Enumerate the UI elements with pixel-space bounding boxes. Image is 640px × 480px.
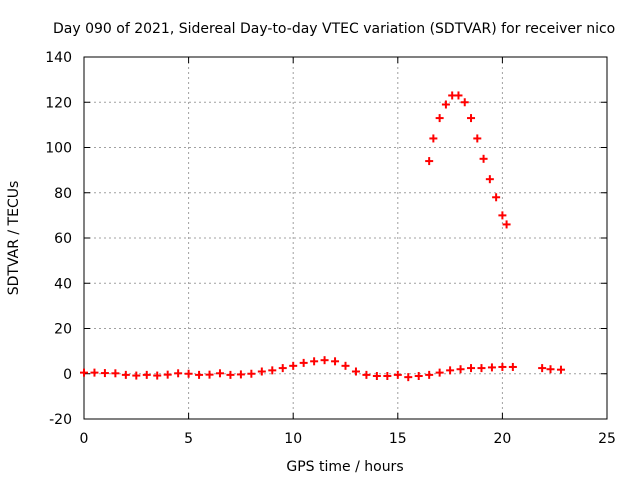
y-tick-label: 20 [54, 322, 72, 338]
data-point [226, 370, 235, 379]
data-point [205, 370, 214, 379]
data-point [163, 370, 172, 379]
data-point [195, 370, 204, 379]
y-tick-label: -20 [49, 412, 72, 428]
data-point [383, 372, 392, 381]
y-tick-label: 80 [54, 186, 72, 202]
data-point [492, 193, 501, 202]
data-point [546, 365, 555, 374]
data-point [393, 370, 402, 379]
data-point [278, 364, 287, 373]
data-point [331, 357, 340, 366]
chart-title: Day 090 of 2021, Sidereal Day-to-day VTE… [53, 21, 615, 37]
data-point [435, 114, 444, 123]
data-point [456, 365, 465, 374]
data-point [479, 154, 488, 163]
data-point [498, 362, 507, 371]
plot-frame [83, 56, 608, 420]
data-point [100, 369, 109, 378]
data-point [467, 114, 476, 123]
data-point [362, 370, 371, 379]
data-point [414, 372, 423, 381]
data-point [90, 368, 99, 377]
data-point [236, 370, 245, 379]
data-point [556, 365, 565, 374]
x-tick-label: 0 [80, 431, 89, 447]
data-point [351, 367, 360, 376]
x-tick-label: 15 [389, 431, 407, 447]
data-point [215, 369, 224, 378]
data-point [473, 134, 482, 143]
series-1 [425, 91, 511, 229]
data-point [153, 371, 162, 380]
data-point [174, 369, 183, 378]
data-point [80, 368, 88, 377]
x-tick-label: 20 [493, 431, 511, 447]
data-point [477, 364, 486, 373]
data-point [132, 371, 141, 380]
data-point [121, 370, 130, 379]
grid-lines [84, 57, 607, 419]
data-point [289, 361, 298, 370]
data-point [372, 372, 381, 381]
data-point [257, 367, 266, 376]
data-point [460, 98, 469, 107]
series-0 [80, 356, 565, 382]
y-tick-label: 100 [45, 141, 72, 157]
data-point [435, 368, 444, 377]
data-point [320, 356, 329, 365]
x-axis-label: GPS time / hours [286, 459, 403, 475]
tick-labels: 0 5 10 15 20 25 -20 0 20 40 60 80 100 120 140 [45, 50, 616, 447]
data-point [502, 220, 511, 229]
data-point [538, 364, 547, 373]
data-point [247, 369, 256, 378]
data-series [80, 91, 565, 382]
y-tick-label: 0 [63, 367, 72, 383]
data-point [111, 369, 120, 378]
y-tick-label: 140 [45, 50, 72, 66]
data-point [404, 373, 413, 382]
x-tick-label: 5 [184, 431, 193, 447]
y-tick-label: 40 [54, 276, 72, 292]
data-point [498, 211, 507, 220]
data-point [429, 134, 438, 143]
y-tick-label: 60 [54, 231, 72, 247]
y-tick-label: 120 [45, 95, 72, 111]
data-point [485, 175, 494, 184]
data-point [487, 363, 496, 372]
data-point [425, 370, 434, 379]
data-point [454, 91, 463, 100]
data-point [508, 362, 517, 371]
data-point [268, 366, 277, 375]
x-tick-label: 25 [598, 431, 616, 447]
data-point [142, 370, 151, 379]
x-tick-label: 10 [284, 431, 302, 447]
data-point [341, 361, 350, 370]
data-point [310, 357, 319, 366]
data-point [441, 100, 450, 109]
data-point [446, 366, 455, 375]
data-point [299, 358, 308, 367]
y-axis-label: SDTVAR / TECUs [6, 181, 22, 296]
data-point [184, 369, 193, 378]
data-point [425, 157, 434, 166]
data-point [467, 364, 476, 373]
